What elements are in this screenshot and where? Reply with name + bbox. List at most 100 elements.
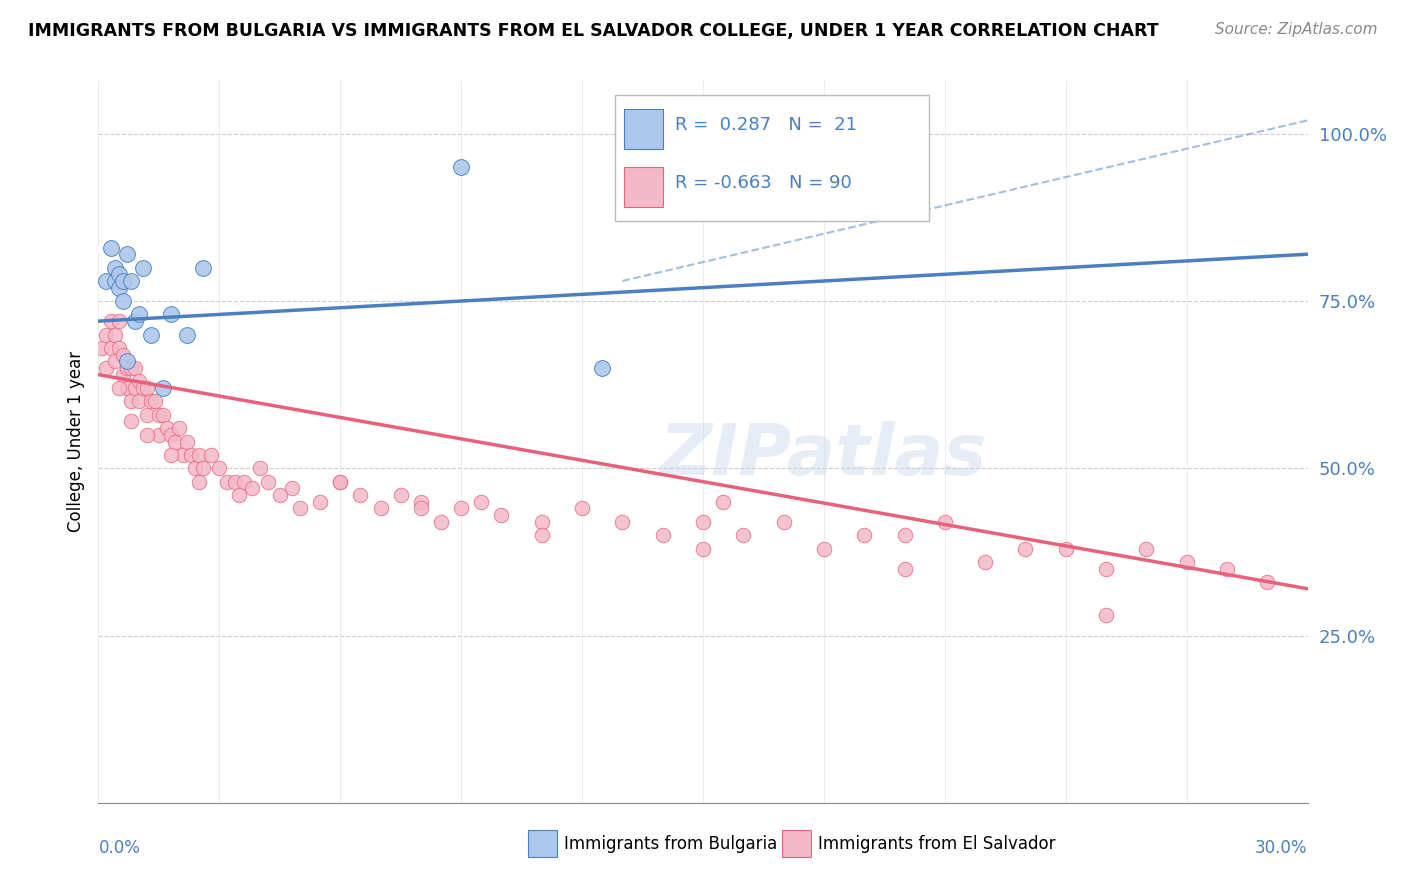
FancyBboxPatch shape	[624, 167, 664, 207]
Point	[853, 528, 876, 542]
Point	[160, 307, 183, 322]
Point	[1256, 575, 1278, 590]
Point	[115, 381, 138, 395]
Point	[148, 408, 170, 422]
Point	[612, 515, 634, 529]
FancyBboxPatch shape	[624, 109, 664, 149]
Point	[128, 375, 150, 389]
Point	[1054, 541, 1077, 556]
Point	[107, 341, 129, 355]
Point	[103, 327, 125, 342]
Point	[111, 294, 134, 309]
Point	[135, 408, 157, 422]
Point	[309, 494, 332, 508]
Point	[128, 307, 150, 322]
Point	[813, 541, 835, 556]
Text: Immigrants from El Salvador: Immigrants from El Salvador	[818, 835, 1056, 853]
Point	[370, 501, 392, 516]
Point	[188, 475, 211, 489]
Point	[100, 241, 122, 255]
Point	[269, 488, 291, 502]
Point	[139, 394, 162, 409]
Point	[115, 354, 138, 368]
Point	[224, 475, 246, 489]
Point	[135, 427, 157, 442]
Point	[1014, 541, 1036, 556]
Point	[711, 494, 734, 508]
Point	[107, 314, 129, 328]
Point	[193, 461, 215, 475]
Point	[184, 461, 207, 475]
Point	[1216, 562, 1239, 576]
Text: R =  0.287   N =  21: R = 0.287 N = 21	[675, 116, 858, 134]
Point	[107, 381, 129, 395]
Point	[167, 421, 190, 435]
Point	[100, 341, 122, 355]
Point	[160, 427, 183, 442]
Point	[176, 434, 198, 449]
Point	[107, 268, 129, 282]
Point	[450, 161, 472, 175]
Point	[249, 461, 271, 475]
Point	[571, 501, 593, 516]
Point	[1095, 608, 1118, 623]
Point	[430, 515, 453, 529]
Point	[124, 314, 146, 328]
Point	[733, 528, 755, 542]
Point	[96, 361, 118, 376]
Point	[772, 515, 794, 529]
Point	[143, 394, 166, 409]
Point	[115, 247, 138, 261]
Point	[156, 421, 179, 435]
Point	[115, 361, 138, 376]
Point	[232, 475, 254, 489]
Point	[120, 394, 142, 409]
Point	[692, 515, 714, 529]
Point	[256, 475, 278, 489]
Point	[120, 274, 142, 288]
Point	[1135, 541, 1157, 556]
Point	[107, 281, 129, 295]
Point	[103, 354, 125, 368]
Point	[217, 475, 239, 489]
Point	[152, 381, 174, 395]
Point	[200, 448, 222, 462]
Point	[111, 368, 134, 382]
Point	[349, 488, 371, 502]
Point	[91, 341, 114, 355]
Point	[893, 528, 915, 542]
Text: R = -0.663   N = 90: R = -0.663 N = 90	[675, 174, 852, 192]
Point	[1175, 555, 1198, 569]
Text: Immigrants from Bulgaria: Immigrants from Bulgaria	[564, 835, 778, 853]
Point	[1095, 562, 1118, 576]
Text: 0.0%: 0.0%	[98, 838, 141, 857]
Point	[111, 348, 134, 362]
Point	[470, 494, 492, 508]
Point	[111, 274, 134, 288]
Point	[96, 327, 118, 342]
Point	[124, 381, 146, 395]
Point	[172, 448, 194, 462]
Point	[124, 361, 146, 376]
Point	[120, 414, 142, 429]
Point	[389, 488, 412, 502]
Point	[132, 381, 155, 395]
Point	[329, 475, 352, 489]
Point	[228, 488, 250, 502]
Point	[103, 260, 125, 275]
Point	[103, 274, 125, 288]
Y-axis label: College, Under 1 year: College, Under 1 year	[66, 351, 84, 533]
Point	[692, 541, 714, 556]
Point	[120, 361, 142, 376]
Point	[329, 475, 352, 489]
Point	[240, 482, 263, 496]
Point	[132, 260, 155, 275]
Point	[208, 461, 231, 475]
Point	[281, 482, 304, 496]
Point	[974, 555, 997, 569]
Point	[409, 501, 432, 516]
Point	[135, 381, 157, 395]
Point	[96, 274, 118, 288]
Point	[188, 448, 211, 462]
Point	[193, 260, 215, 275]
